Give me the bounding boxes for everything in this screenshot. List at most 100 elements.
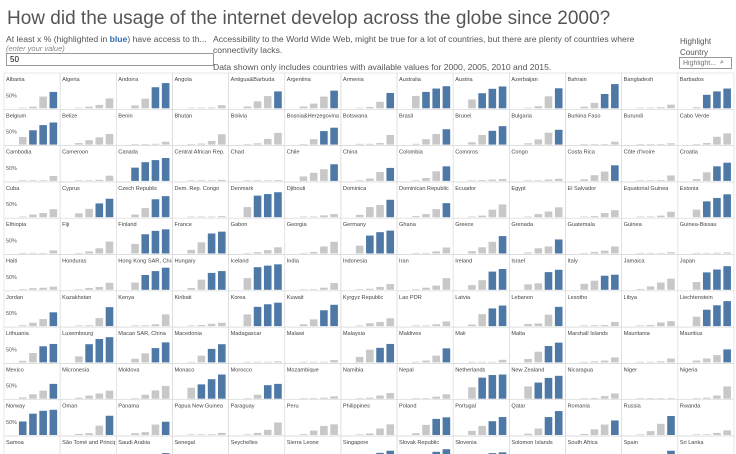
- bar[interactable]: [498, 236, 507, 254]
- bar[interactable]: [366, 178, 374, 181]
- bar[interactable]: [386, 230, 395, 254]
- bar[interactable]: [667, 252, 675, 254]
- bar[interactable]: [422, 91, 430, 109]
- bar[interactable]: [320, 310, 328, 327]
- bar[interactable]: [544, 96, 553, 109]
- bar[interactable]: [309, 251, 318, 254]
- bar[interactable]: [544, 272, 553, 290]
- bar[interactable]: [161, 385, 170, 399]
- bar[interactable]: [386, 92, 395, 109]
- bar[interactable]: [263, 385, 272, 399]
- bar[interactable]: [141, 394, 150, 399]
- bar[interactable]: [366, 235, 374, 254]
- bar[interactable]: [702, 309, 711, 327]
- bar[interactable]: [468, 430, 476, 435]
- bar[interactable]: [478, 93, 486, 109]
- bar[interactable]: [524, 252, 532, 254]
- bar[interactable]: [105, 98, 114, 109]
- bar[interactable]: [534, 351, 543, 363]
- bar[interactable]: [702, 358, 711, 363]
- bar[interactable]: [544, 179, 553, 181]
- bar[interactable]: [488, 361, 497, 363]
- bar[interactable]: [366, 323, 374, 327]
- bar[interactable]: [263, 429, 272, 435]
- bar[interactable]: [432, 251, 440, 254]
- bar[interactable]: [432, 396, 440, 399]
- bar[interactable]: [105, 307, 114, 327]
- threshold-input[interactable]: [6, 53, 214, 66]
- bar[interactable]: [207, 323, 216, 327]
- bar[interactable]: [667, 398, 675, 399]
- bar[interactable]: [657, 322, 665, 327]
- bar[interactable]: [18, 421, 27, 435]
- bar[interactable]: [274, 383, 282, 399]
- bar[interactable]: [131, 144, 139, 145]
- bar[interactable]: [141, 162, 150, 181]
- bar[interactable]: [590, 175, 599, 181]
- bar[interactable]: [468, 142, 476, 145]
- bar[interactable]: [75, 289, 83, 290]
- bar[interactable]: [39, 180, 47, 181]
- bar[interactable]: [544, 346, 553, 363]
- bar[interactable]: [320, 215, 328, 218]
- bar[interactable]: [366, 288, 374, 290]
- bar[interactable]: [611, 357, 619, 363]
- bar[interactable]: [330, 214, 338, 218]
- bar[interactable]: [478, 134, 486, 145]
- bar[interactable]: [218, 134, 226, 145]
- bar[interactable]: [534, 180, 543, 181]
- bar[interactable]: [544, 377, 553, 399]
- bar[interactable]: [218, 432, 226, 435]
- bar[interactable]: [187, 361, 195, 363]
- bar[interactable]: [590, 216, 599, 218]
- bar[interactable]: [105, 282, 114, 290]
- bar[interactable]: [590, 251, 599, 254]
- bar[interactable]: [207, 348, 216, 363]
- bar[interactable]: [197, 355, 206, 363]
- bar[interactable]: [580, 106, 589, 109]
- bar[interactable]: [713, 197, 721, 218]
- bar[interactable]: [75, 356, 83, 363]
- bar[interactable]: [218, 216, 226, 218]
- bar[interactable]: [263, 194, 272, 218]
- bar[interactable]: [488, 421, 497, 435]
- bar[interactable]: [253, 180, 262, 181]
- bar[interactable]: [207, 233, 216, 254]
- bar[interactable]: [646, 325, 655, 327]
- bar[interactable]: [131, 282, 139, 290]
- bar[interactable]: [600, 171, 609, 181]
- bar[interactable]: [274, 422, 282, 435]
- bar[interactable]: [590, 429, 599, 435]
- bar[interactable]: [422, 139, 430, 145]
- bar[interactable]: [151, 87, 160, 109]
- bar[interactable]: [75, 107, 83, 109]
- bar[interactable]: [151, 424, 160, 435]
- bar[interactable]: [320, 131, 328, 145]
- bar[interactable]: [534, 248, 543, 254]
- bar[interactable]: [611, 393, 619, 399]
- bar[interactable]: [299, 398, 308, 399]
- bar[interactable]: [207, 180, 216, 181]
- bar[interactable]: [197, 180, 206, 181]
- bar[interactable]: [29, 394, 37, 399]
- bar[interactable]: [478, 247, 486, 254]
- bar[interactable]: [49, 209, 58, 218]
- bar[interactable]: [218, 179, 226, 181]
- bar[interactable]: [692, 179, 701, 181]
- bar[interactable]: [29, 288, 37, 290]
- bar[interactable]: [274, 247, 282, 254]
- bar[interactable]: [49, 409, 58, 435]
- bar[interactable]: [432, 171, 440, 181]
- bar[interactable]: [524, 386, 532, 399]
- bar[interactable]: [161, 141, 170, 145]
- bar[interactable]: [636, 325, 645, 327]
- bar[interactable]: [488, 271, 497, 290]
- bar[interactable]: [309, 289, 318, 290]
- bar[interactable]: [432, 209, 440, 218]
- bar[interactable]: [422, 360, 430, 363]
- bar[interactable]: [498, 359, 507, 363]
- bar[interactable]: [85, 433, 93, 435]
- bar[interactable]: [412, 289, 420, 290]
- bar[interactable]: [478, 280, 486, 290]
- bar[interactable]: [534, 323, 543, 327]
